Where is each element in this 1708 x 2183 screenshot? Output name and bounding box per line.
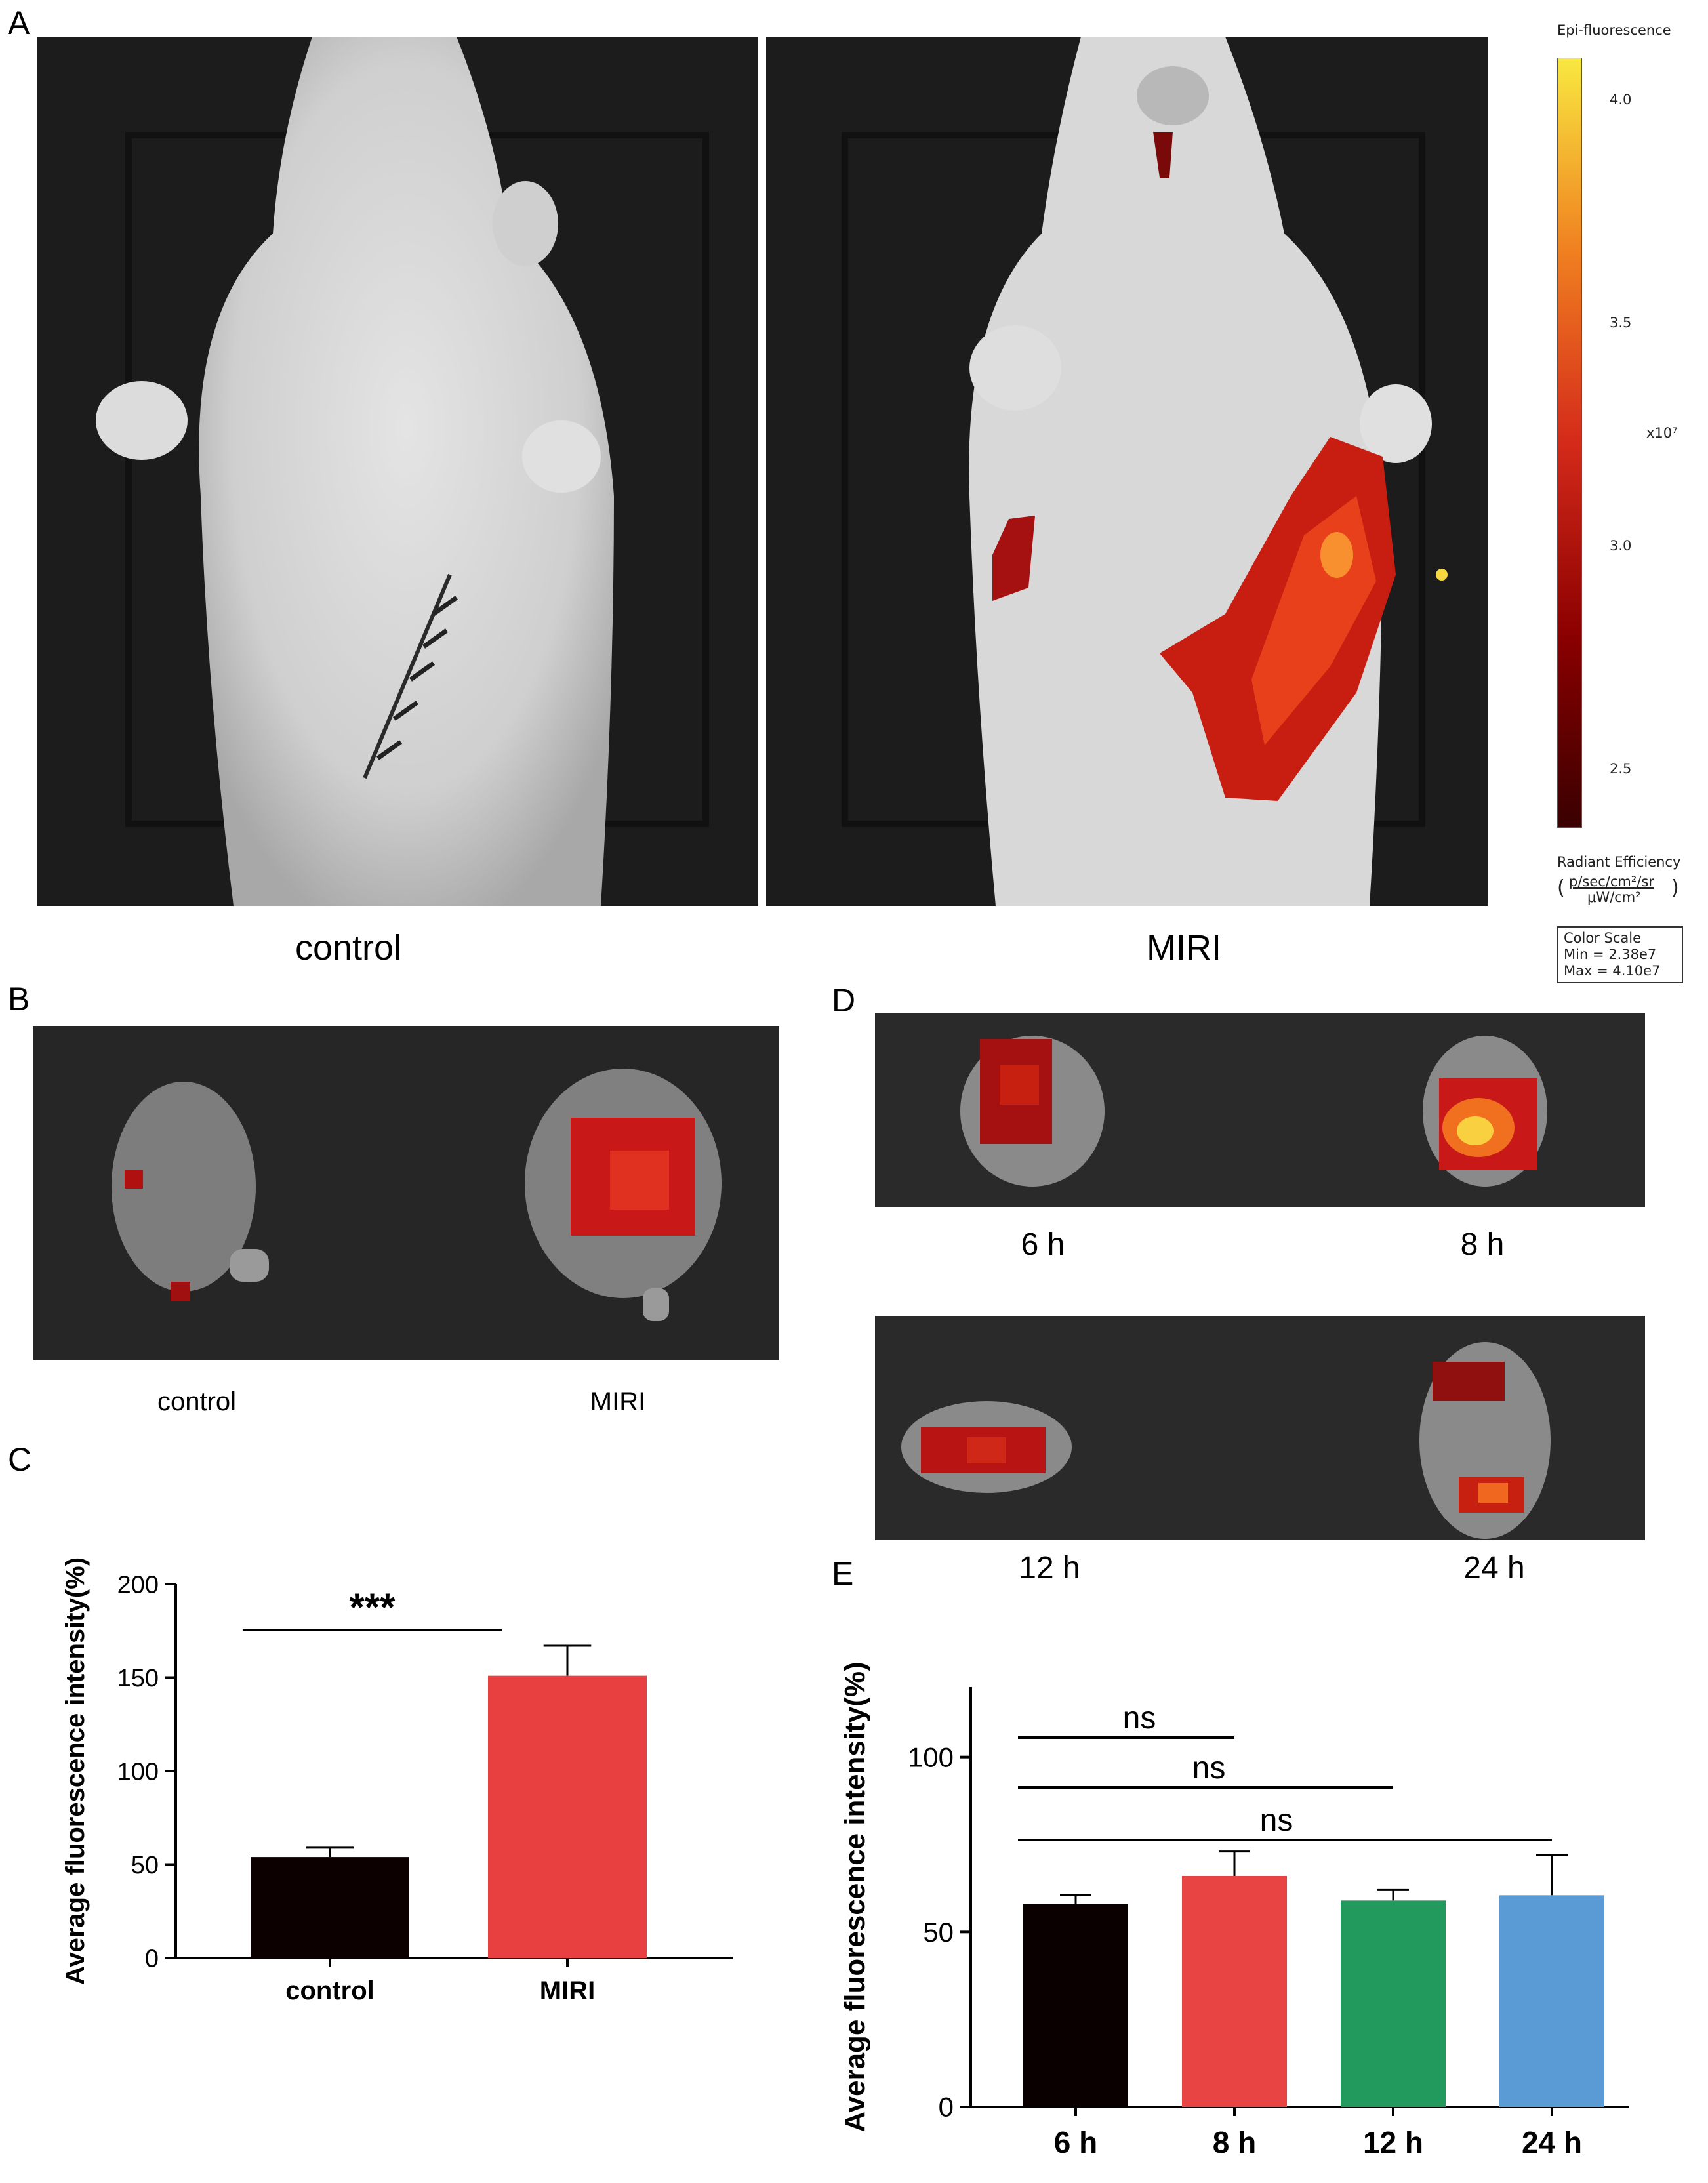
y-axis-label: Average fluorescence intensity(%) — [61, 1557, 90, 1985]
colorbar-multiplier: x10⁷ — [1646, 425, 1678, 441]
y-tick-label: 200 — [117, 1571, 159, 1599]
rat-miri-image — [766, 37, 1488, 906]
bar-chart-c: 0 50 100 150 200 Average fluorescence intensi… — [61, 1557, 733, 2005]
x-tick-label: control — [285, 1976, 375, 2005]
hearts-12h-24h-image — [875, 1316, 1645, 1540]
y-tick-label: 50 — [923, 1917, 954, 1948]
colorbar-units-paren-close: ) — [1671, 876, 1679, 899]
colorbar-tick-label: 3.5 — [1610, 315, 1632, 331]
color-scale-max: Max = 4.10e7 — [1564, 963, 1661, 979]
panel-b-control-label: control — [157, 1387, 237, 1416]
bar — [1341, 1900, 1446, 2107]
bar — [251, 1857, 409, 1958]
bar — [1182, 1876, 1287, 2107]
colorbar-units-title: Radiant Efficiency — [1557, 854, 1681, 870]
colorbar-units-denominator: μW/cm² — [1587, 889, 1641, 905]
panel-d-label-24h: 24 h — [1463, 1551, 1525, 1585]
panel-d-label-6h: 6 h — [1021, 1227, 1065, 1262]
panel-label-b: B — [8, 981, 30, 1017]
y-tick-label: 150 — [117, 1665, 159, 1692]
y-tick-label: 50 — [131, 1852, 159, 1879]
colorbar-units-numerator: p/sec/cm²/sr — [1569, 874, 1654, 889]
y-tick-label: 0 — [145, 1945, 159, 1972]
panel-a-miri-label: MIRI — [1147, 928, 1221, 968]
color-scale-min: Min = 2.38e7 — [1564, 947, 1657, 962]
colorbar-title: Epi-fluorescence — [1557, 22, 1671, 38]
colorbar-tick-label: 2.5 — [1610, 761, 1632, 777]
x-tick-label: 6 h — [1054, 2125, 1097, 2159]
hearts-6h-8h-image — [875, 1013, 1645, 1207]
color-scale-box: Color Scale Min = 2.38e7 Max = 4.10e7 — [1557, 926, 1683, 983]
y-tick-label: 100 — [908, 1742, 954, 1772]
colorbar-tick-label: 3.0 — [1610, 538, 1632, 554]
panel-label-d: D — [832, 982, 856, 1019]
hearts-control-miri-image — [33, 1026, 779, 1360]
panel-label-e: E — [832, 1555, 854, 1592]
color-scale-title: Color Scale — [1564, 930, 1642, 946]
colorbar-tick-label: 4.0 — [1610, 92, 1632, 108]
bar-chart-e: 0 50 100 Average fluorescence intensity(%) 6… — [839, 1662, 1629, 2159]
y-tick-label: 100 — [117, 1758, 159, 1785]
panel-d-label-12h: 12 h — [1019, 1551, 1080, 1585]
panel-a-control-label: control — [295, 928, 402, 968]
significance-label: ns — [1260, 1803, 1293, 1838]
x-tick-label: 24 h — [1522, 2125, 1582, 2159]
y-tick-label: 0 — [939, 2092, 954, 2123]
bar — [1499, 1895, 1604, 2107]
panel-d-label-8h: 8 h — [1460, 1227, 1505, 1262]
colorbar-units-paren-open: ( — [1557, 876, 1565, 899]
significance-label: ns — [1192, 1751, 1226, 1785]
x-tick-label: 8 h — [1213, 2125, 1256, 2159]
panel-b-miri-label: MIRI — [590, 1387, 646, 1416]
significance-label: ns — [1123, 1701, 1156, 1736]
rat-control-image — [37, 37, 758, 906]
panel-label-c: C — [8, 1441, 32, 1478]
bar — [488, 1675, 647, 1958]
significance-label: *** — [349, 1585, 396, 1629]
panel-label-a: A — [8, 5, 30, 41]
bar — [1023, 1904, 1128, 2107]
colorbar-gradient — [1557, 58, 1582, 828]
x-tick-label: 12 h — [1363, 2125, 1423, 2159]
y-axis-label: Average fluorescence intensity(%) — [839, 1662, 871, 2132]
x-tick-label: MIRI — [540, 1976, 595, 2005]
